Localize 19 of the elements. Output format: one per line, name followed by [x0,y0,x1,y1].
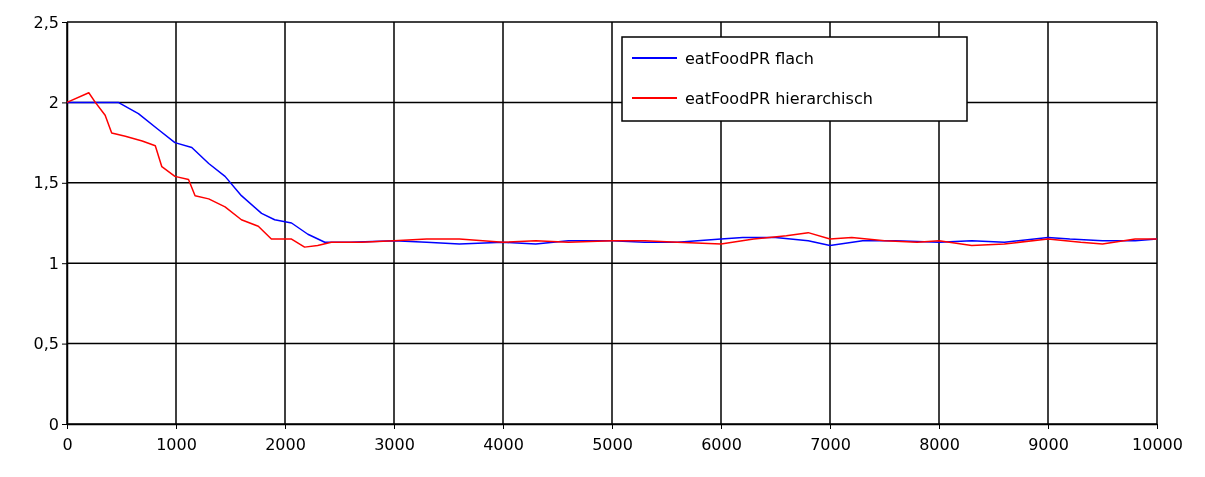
x-tick-label: 2000 [265,434,306,454]
x-tick-label: 8000 [919,434,960,454]
x-tick-label: 3000 [374,434,415,454]
x-tick-label: 1000 [156,434,197,454]
y-tick-label: 2 [48,93,59,113]
x-tick-label: 0 [62,434,73,454]
y-tick-label: 1 [48,253,59,273]
x-tick-label: 4000 [483,434,524,454]
x-tick-label: 10000 [1132,434,1183,454]
y-tick-label: 2,5 [33,12,59,32]
y-tick-label: 0,5 [33,334,59,354]
x-tick-label: 5000 [592,434,633,454]
x-tick-label: 7000 [810,434,851,454]
x-tick-label: 6000 [701,434,742,454]
legend-label: eatFoodPR hierarchisch [685,89,873,108]
y-tick-label: 1,5 [33,173,59,193]
y-tick-label: 0 [48,414,59,434]
legend-label: eatFoodPR flach [685,49,814,68]
x-tick-label: 9000 [1028,434,1069,454]
